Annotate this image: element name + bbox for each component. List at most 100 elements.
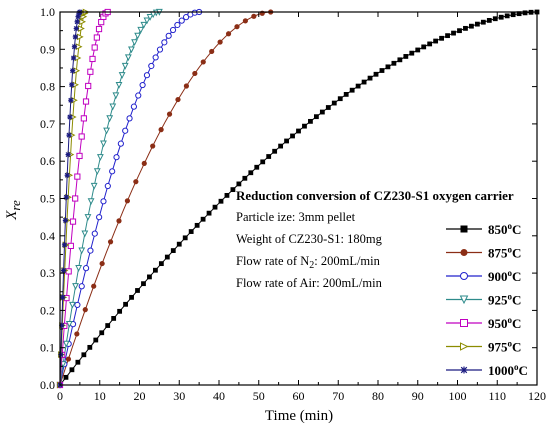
data-point [192, 70, 198, 77]
data-point [128, 46, 135, 54]
data-point [397, 57, 403, 63]
legend-item: 925oC [446, 292, 521, 308]
data-point [75, 265, 83, 272]
data-point [58, 351, 64, 358]
legend-item: 950oC [446, 315, 521, 331]
x-tick-label: 30 [173, 389, 185, 403]
data-point [212, 204, 218, 210]
series-875 [57, 9, 274, 388]
y-tick-label: 0.3 [40, 266, 55, 280]
data-point [67, 242, 74, 250]
data-point [135, 92, 142, 99]
legend-label: 850oC [488, 221, 521, 237]
data-point [272, 148, 278, 154]
data-point [100, 198, 107, 205]
data-point [124, 54, 132, 62]
data-point [451, 30, 456, 36]
x-tick-label: 70 [332, 389, 344, 403]
data-point [361, 79, 367, 85]
data-point [302, 123, 307, 129]
data-point [90, 182, 98, 190]
data-point [150, 143, 156, 149]
data-point [100, 140, 107, 148]
data-point [78, 247, 86, 255]
data-point [104, 182, 111, 190]
data-point [146, 14, 154, 21]
legend-label: 975oC [488, 339, 521, 355]
x-tick-label: 80 [372, 389, 384, 403]
data-point [130, 103, 138, 110]
data-point [224, 192, 230, 198]
data-point [59, 322, 65, 328]
data-point [135, 288, 140, 293]
data-point [109, 103, 117, 111]
data-point [421, 44, 427, 50]
data-point [188, 229, 194, 234]
x-tick-label: 50 [253, 389, 265, 403]
data-point [367, 75, 373, 81]
y-tick-label: 0.5 [40, 192, 55, 206]
data-point [498, 14, 504, 20]
data-point [373, 71, 379, 77]
data-point [91, 283, 97, 289]
y-tick-label: 0.4 [40, 229, 55, 243]
data-point [349, 87, 355, 93]
annotation-title: Reduction conversion of CZ230-S1 oxygen … [236, 188, 514, 203]
data-point [78, 133, 85, 140]
data-point [480, 19, 486, 25]
data-point [182, 14, 190, 21]
data-point [234, 24, 240, 30]
data-point [236, 181, 242, 187]
series-line [59, 11, 200, 386]
legend-label: 925oC [488, 292, 521, 308]
data-point [126, 115, 133, 122]
data-point [93, 34, 100, 41]
data-point [80, 115, 87, 122]
data-point [313, 114, 319, 120]
data-point [143, 72, 151, 79]
data-point [81, 230, 89, 238]
data-point [296, 128, 301, 134]
data-point [72, 34, 78, 40]
data-point [113, 154, 120, 161]
data-point [70, 55, 77, 61]
data-point [148, 62, 155, 70]
data-point [200, 216, 206, 222]
data-point [460, 272, 468, 280]
data-point [96, 154, 104, 161]
data-point [91, 230, 98, 237]
x-tick-label: 100 [449, 389, 467, 403]
legend-label: 950oC [488, 315, 521, 331]
data-point [82, 307, 88, 313]
data-point [158, 261, 164, 267]
data-point [176, 241, 182, 247]
data-point [82, 265, 90, 272]
data-point [337, 96, 343, 102]
data-point [112, 92, 120, 100]
data-point [251, 13, 257, 19]
data-point [87, 198, 95, 206]
data-point [457, 28, 462, 34]
data-point [74, 19, 80, 25]
data-point [242, 18, 248, 24]
data-point [486, 17, 492, 23]
data-point [460, 319, 468, 327]
data-point [68, 97, 74, 103]
data-point [69, 301, 76, 309]
data-point [217, 39, 223, 45]
data-point [153, 267, 158, 273]
data-point [225, 31, 232, 37]
y-tick-label: 0.8 [40, 80, 55, 94]
data-point [96, 214, 103, 221]
data-point [70, 68, 76, 74]
data-point [516, 11, 522, 17]
data-point [242, 175, 248, 181]
data-point [124, 198, 131, 204]
data-point [62, 340, 70, 348]
data-point [175, 96, 181, 103]
data-point [391, 60, 397, 66]
data-point [379, 68, 385, 73]
data-point [115, 81, 123, 89]
data-point [107, 239, 114, 245]
annotation-line-1: Particle ize: 3mm pellet [236, 210, 356, 224]
